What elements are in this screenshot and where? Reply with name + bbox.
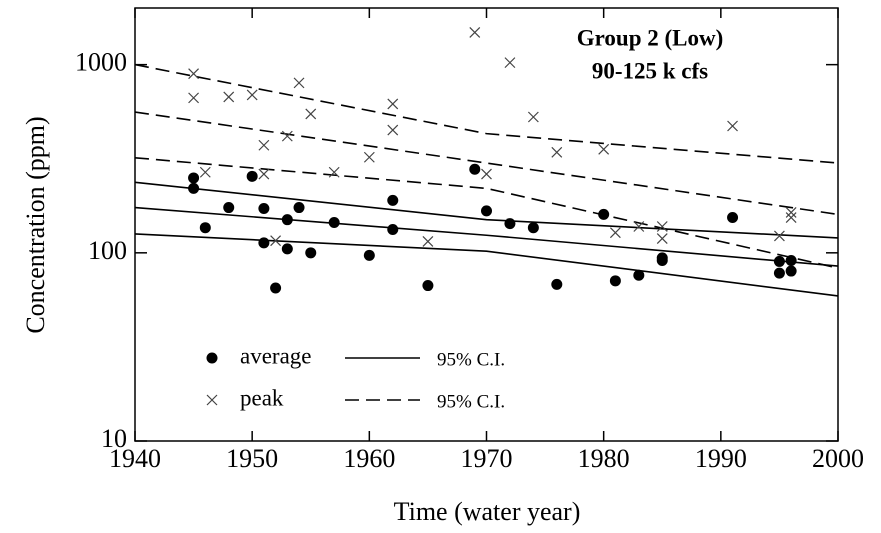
point [258,168,270,180]
point [305,108,317,120]
point [387,224,399,236]
point [785,206,797,218]
point [387,124,399,136]
point [281,214,293,226]
x-tick-label: 1980 [578,444,630,473]
legend-label: 95% C.I. [437,349,505,370]
point [773,255,785,267]
point [551,146,563,158]
point [656,221,668,232]
point [504,57,516,69]
point [188,182,200,194]
point [281,130,293,142]
point [551,278,563,290]
point [387,98,399,110]
legend-marker [206,352,218,364]
y-tick-label: 1000 [75,48,127,77]
y-axis-label: Concentration (ppm) [21,116,50,333]
point [281,243,293,255]
point [609,227,621,239]
point [527,222,539,234]
point [422,280,434,292]
x-tick-label: 1990 [695,444,747,473]
legend-label: average [240,343,312,368]
point [504,218,516,230]
point [609,275,621,287]
point [188,92,200,104]
legend-marker [206,394,218,406]
point [785,212,797,223]
point [387,194,399,206]
point [656,233,668,245]
point [469,163,481,175]
point [469,27,481,38]
point [199,166,211,178]
point [727,120,738,132]
point [270,235,282,247]
fit-line [134,156,839,269]
point [481,168,492,180]
legend-label: 95% C.I. [437,391,505,412]
point [363,151,375,163]
annotation: 90-125 k cfs [592,58,708,83]
point [773,267,785,279]
point [422,235,434,247]
fit-line [134,233,839,297]
point [656,252,668,264]
point [598,208,610,220]
point [270,282,282,294]
point [246,170,258,182]
point [481,205,492,217]
x-axis-label: Time (water year) [394,497,581,526]
point [246,89,258,101]
point [258,139,270,151]
point [633,221,645,232]
fit-line [134,63,839,164]
point [223,91,235,103]
fit-line [134,111,839,216]
x-tick-label: 1960 [343,444,395,473]
point [598,143,610,155]
point [773,230,785,242]
point [258,237,270,249]
point [188,172,200,184]
point [223,202,235,214]
y-tick-label: 100 [88,236,127,265]
plot-frame [134,7,839,442]
point [727,212,739,224]
x-tick-label: 1970 [461,444,513,473]
point [633,269,645,281]
point [305,247,317,259]
point [188,68,200,80]
x-tick-label: 2000 [812,444,864,473]
annotation: Group 2 (Low) [577,25,724,50]
y-tick-label: 10 [101,424,127,453]
fit-line [134,206,839,267]
point [328,166,340,178]
point [293,77,305,89]
x-tick-label: 1950 [226,444,278,473]
legend-label: peak [240,385,284,410]
point [258,203,270,215]
point [199,222,211,234]
point [527,111,539,123]
point [363,249,375,261]
point [328,216,340,228]
point [785,255,797,267]
x-tick-label: 1940 [109,444,161,473]
point [785,265,797,277]
point [293,202,305,214]
fit-line [134,181,839,239]
